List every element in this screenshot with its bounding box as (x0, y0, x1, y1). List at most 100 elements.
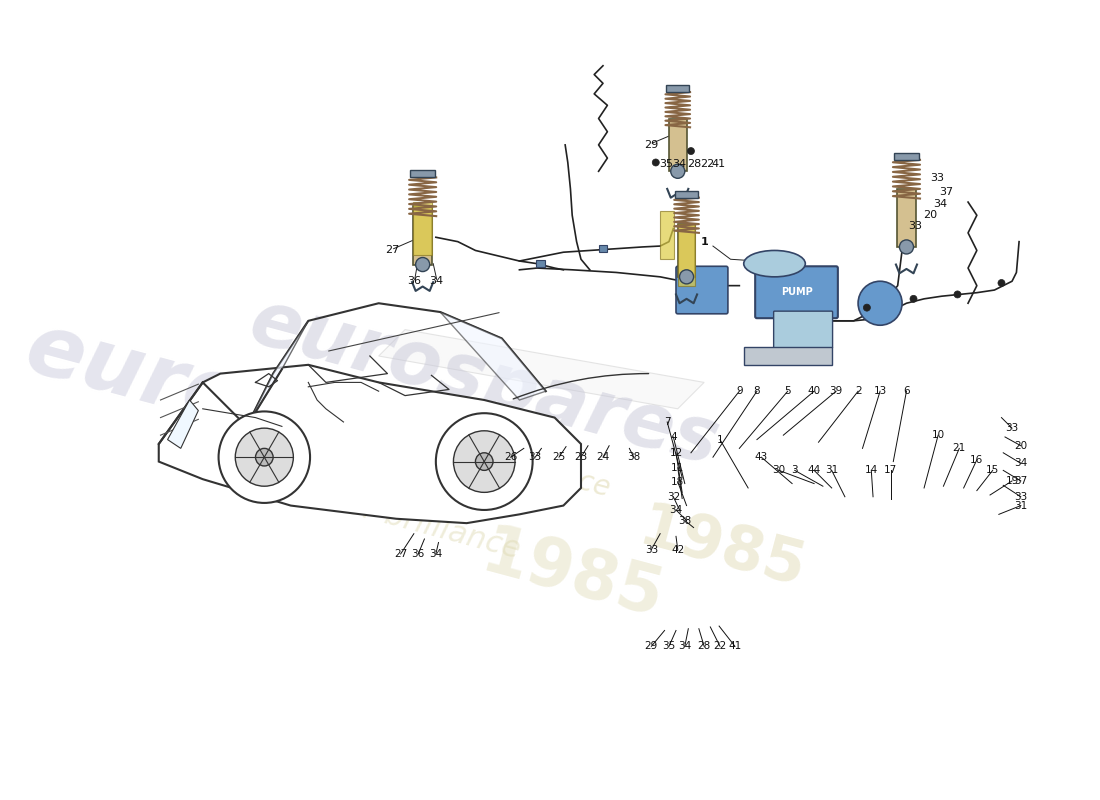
Circle shape (416, 258, 430, 271)
Text: 34: 34 (672, 159, 686, 170)
Text: 1: 1 (717, 434, 724, 445)
Text: 33: 33 (1014, 492, 1027, 502)
Text: 14: 14 (865, 466, 878, 475)
Text: 22: 22 (700, 159, 714, 170)
Circle shape (652, 159, 659, 166)
Text: 19: 19 (1005, 476, 1019, 486)
Text: 38: 38 (679, 515, 692, 526)
Text: 37: 37 (939, 186, 953, 197)
FancyBboxPatch shape (773, 311, 833, 348)
Text: 37: 37 (1014, 476, 1027, 486)
Bar (412, 202, 432, 255)
Text: eurospares: eurospares (242, 284, 727, 481)
FancyBboxPatch shape (676, 266, 728, 314)
Text: 36: 36 (411, 549, 425, 559)
Text: 5: 5 (784, 386, 791, 396)
Bar (410, 170, 435, 178)
Text: 27: 27 (394, 549, 407, 559)
Text: 32: 32 (667, 492, 680, 502)
Circle shape (998, 279, 1005, 286)
Text: 8: 8 (754, 386, 760, 396)
Text: 30: 30 (772, 466, 785, 475)
Text: 33: 33 (529, 452, 542, 462)
Text: 29: 29 (645, 642, 658, 651)
Text: 34: 34 (429, 276, 443, 286)
Text: 29: 29 (645, 140, 659, 150)
Text: 36: 36 (407, 276, 421, 286)
Bar (678, 224, 695, 286)
Text: 18: 18 (671, 477, 684, 487)
Circle shape (864, 304, 870, 311)
Bar (675, 190, 698, 198)
Circle shape (900, 240, 913, 254)
Text: 10: 10 (932, 430, 945, 440)
FancyBboxPatch shape (756, 266, 838, 318)
Text: a passion for brilliance: a passion for brilliance (302, 394, 614, 502)
Text: 6: 6 (903, 386, 910, 396)
Text: 13: 13 (873, 386, 887, 396)
Circle shape (475, 453, 493, 470)
Bar (896, 189, 916, 247)
Circle shape (235, 428, 294, 486)
Text: 34: 34 (933, 199, 947, 209)
Text: 3: 3 (791, 466, 799, 475)
Text: 42: 42 (671, 545, 684, 554)
Text: 38: 38 (627, 452, 640, 462)
Polygon shape (158, 365, 581, 523)
Circle shape (680, 270, 694, 284)
Text: 2: 2 (855, 386, 861, 396)
Bar (660, 211, 674, 259)
Text: 34: 34 (1014, 458, 1027, 468)
Polygon shape (440, 312, 546, 400)
Text: 26: 26 (504, 452, 517, 462)
Text: a passion for brilliance: a passion for brilliance (182, 447, 522, 564)
Text: 34: 34 (679, 642, 692, 651)
Text: 34: 34 (429, 549, 442, 559)
Text: 43: 43 (755, 452, 768, 462)
Text: 9: 9 (736, 386, 743, 396)
Circle shape (219, 411, 310, 503)
Text: 1985: 1985 (632, 499, 812, 600)
Text: 20: 20 (1014, 441, 1027, 450)
Bar (678, 224, 695, 277)
Text: 35: 35 (659, 159, 673, 170)
Text: 33: 33 (1005, 423, 1019, 433)
Text: 22: 22 (714, 642, 727, 651)
Text: 28: 28 (688, 159, 702, 170)
Circle shape (453, 430, 515, 492)
Text: 16: 16 (970, 455, 983, 465)
Text: 7: 7 (664, 417, 671, 427)
Ellipse shape (744, 250, 805, 277)
Circle shape (858, 282, 902, 326)
Text: 33: 33 (931, 174, 944, 183)
Text: 4: 4 (670, 432, 676, 442)
Text: 35: 35 (662, 642, 675, 651)
Polygon shape (167, 400, 198, 448)
Text: 34: 34 (670, 505, 683, 515)
Circle shape (954, 291, 961, 298)
Text: 24: 24 (596, 452, 609, 462)
Bar (894, 153, 918, 160)
Text: 41: 41 (728, 642, 741, 651)
Bar (598, 245, 607, 252)
Text: 44: 44 (807, 466, 821, 475)
Circle shape (910, 295, 917, 302)
Text: PUMP: PUMP (781, 287, 813, 298)
Circle shape (255, 448, 273, 466)
Text: 11: 11 (671, 462, 684, 473)
Text: 1985: 1985 (474, 520, 670, 632)
Text: 25: 25 (552, 452, 565, 462)
Text: 27: 27 (385, 246, 399, 255)
Text: 33: 33 (645, 545, 658, 554)
Text: 33: 33 (909, 221, 922, 231)
Circle shape (688, 147, 694, 154)
Text: 41: 41 (712, 159, 725, 170)
Polygon shape (246, 321, 308, 426)
Text: 20: 20 (923, 210, 937, 220)
Polygon shape (378, 330, 704, 409)
Bar (412, 206, 432, 265)
Text: 39: 39 (829, 386, 843, 396)
Text: 17: 17 (884, 466, 898, 475)
Bar (669, 118, 686, 171)
Bar (667, 85, 690, 92)
